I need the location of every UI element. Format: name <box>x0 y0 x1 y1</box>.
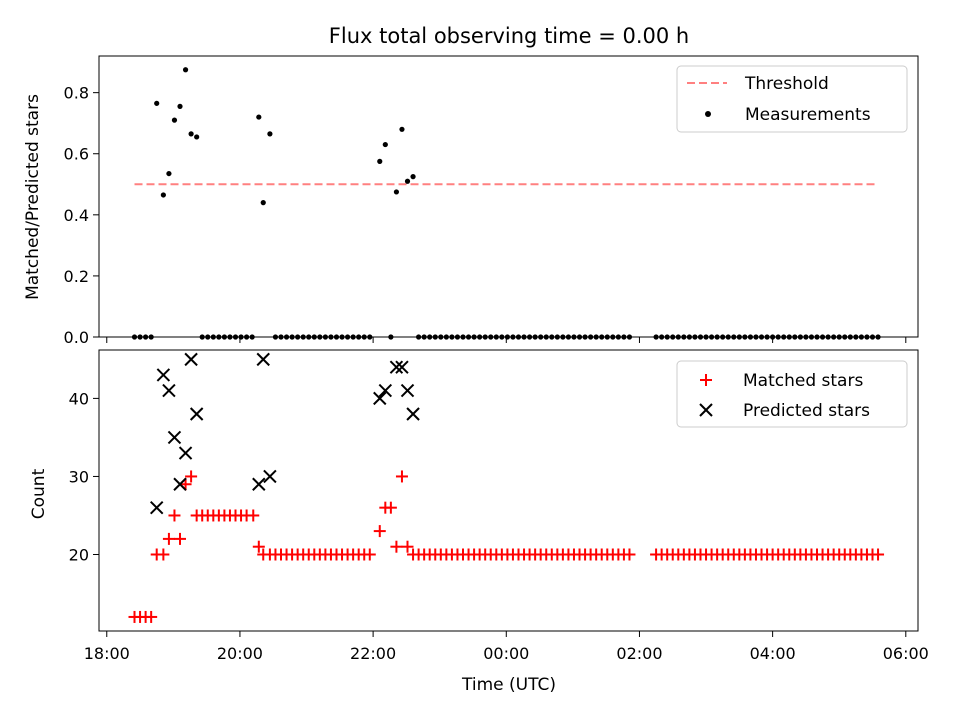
bottom-panel: Count 20 30 40 18:00 20:00 22:00 00:00 02:00 04… <box>29 349 929 695</box>
top-y-tick-label: 0.8 <box>64 84 89 103</box>
matched-stars-point <box>157 548 170 561</box>
predicted-stars-point <box>263 469 277 484</box>
predicted-stars-point <box>373 391 387 406</box>
top-y-axis-label: Matched/Predicted stars <box>23 94 43 300</box>
matched-stars-point <box>179 478 192 491</box>
legend-matched-label: Matched stars <box>743 371 863 391</box>
predicted-stars-point <box>156 368 171 382</box>
measurement-point <box>182 67 189 73</box>
predicted-stars-point <box>378 383 393 398</box>
x-tick-label: 02:00 <box>616 644 662 663</box>
predicted-stars-point <box>395 360 409 374</box>
measurement-point <box>177 103 183 109</box>
predicted-stars-point <box>162 383 176 398</box>
predicted-stars-point <box>173 477 187 491</box>
top-y-tick-label: 0.4 <box>64 206 89 225</box>
measurement-point <box>260 200 266 206</box>
x-tick-label: 22:00 <box>350 644 396 663</box>
bottom-y-tick-label: 20 <box>69 546 89 565</box>
top-y-tick-label: 0.6 <box>64 145 89 164</box>
measurement-point <box>393 189 400 195</box>
predicted-stars-point <box>389 360 404 374</box>
measurement-point <box>154 100 160 106</box>
predicted-stars-point <box>178 446 193 460</box>
top-y-tick-label: 0.2 <box>64 267 89 286</box>
matched-stars-point <box>623 548 636 561</box>
predicted-stars-point <box>189 407 204 421</box>
x-tick-label: 20:00 <box>217 644 263 663</box>
top-y-tick-label: 0.0 <box>64 328 89 347</box>
top-legend-box <box>676 65 908 133</box>
measurement-point <box>382 141 388 148</box>
matched-stars-point <box>162 532 175 545</box>
bottom-legend-box <box>676 360 908 428</box>
legend-measurements-label: Measurements <box>745 105 871 125</box>
predicted-stars-point <box>252 477 266 491</box>
legend-threshold-label: Threshold <box>744 74 829 94</box>
predicted-stars-point <box>150 500 164 515</box>
top-y-ticks: 0.0 0.2 0.4 0.6 0.8 <box>64 84 99 347</box>
top-x-ticks <box>106 337 907 343</box>
matched-stars-point <box>373 525 386 538</box>
count-points-layer <box>128 352 885 623</box>
chart-title: Flux total observing time = 0.00 h <box>329 24 689 48</box>
x-tick-label: 06:00 <box>883 644 929 663</box>
predicted-stars-point <box>400 383 415 398</box>
top-panel: Matched/Predicted stars 0.00.20.40.60.8 … <box>23 55 919 347</box>
legend-matched-swatch <box>700 374 712 386</box>
matched-stars-point <box>390 540 403 553</box>
measurement-point <box>267 131 273 137</box>
predicted-stars-point <box>406 407 420 421</box>
legend-predicted-swatch <box>699 403 713 417</box>
matched-stars-point <box>145 610 158 623</box>
measurement-point <box>377 158 383 164</box>
legend-predicted-label: Predicted stars <box>743 401 870 421</box>
measurement-point <box>399 126 405 132</box>
matched-stars-point <box>401 540 414 553</box>
matched-stars-point <box>395 470 408 483</box>
matched-stars-point <box>168 509 181 522</box>
x-tick-label: 00:00 <box>483 644 529 663</box>
x-tick-label: 04:00 <box>750 644 796 663</box>
x-tick-label: 18:00 <box>84 644 130 663</box>
measurement-point <box>171 117 178 123</box>
bottom-axes-frame <box>98 349 919 632</box>
matched-stars-point <box>252 540 265 553</box>
bottom-y-ticks: 20 30 40 <box>69 389 99 565</box>
predicted-stars-point <box>184 352 198 367</box>
measurement-point <box>166 170 172 177</box>
predicted-stars-point <box>167 430 182 445</box>
matched-stars-point <box>384 501 397 514</box>
measurement-point <box>404 178 411 184</box>
measurement-point <box>194 134 200 140</box>
x-axis-label: Time (UTC) <box>461 675 556 695</box>
matched-stars-point <box>363 548 376 561</box>
predicted-stars-point <box>256 352 270 367</box>
measurement-point <box>410 174 416 180</box>
top-legend: Threshold Measurements <box>676 65 908 133</box>
measurement-point <box>256 114 262 120</box>
bottom-y-tick-label: 30 <box>69 467 89 486</box>
top-axes-frame <box>98 55 919 338</box>
bottom-y-tick-label: 40 <box>69 389 89 408</box>
measurement-point <box>188 131 194 137</box>
matched-stars-point <box>247 509 260 522</box>
bottom-x-ticks: 18:00 20:00 22:00 00:00 02:00 04:00 06:00 <box>84 631 929 663</box>
matched-stars-point <box>174 532 187 545</box>
measurement-point <box>160 192 166 198</box>
bottom-legend: Matched stars Predicted stars <box>676 360 908 428</box>
bottom-y-axis-label: Count <box>29 468 49 519</box>
legend-measurements-swatch <box>705 111 711 117</box>
matched-stars-point <box>872 548 885 561</box>
matched-stars-point <box>185 470 198 483</box>
